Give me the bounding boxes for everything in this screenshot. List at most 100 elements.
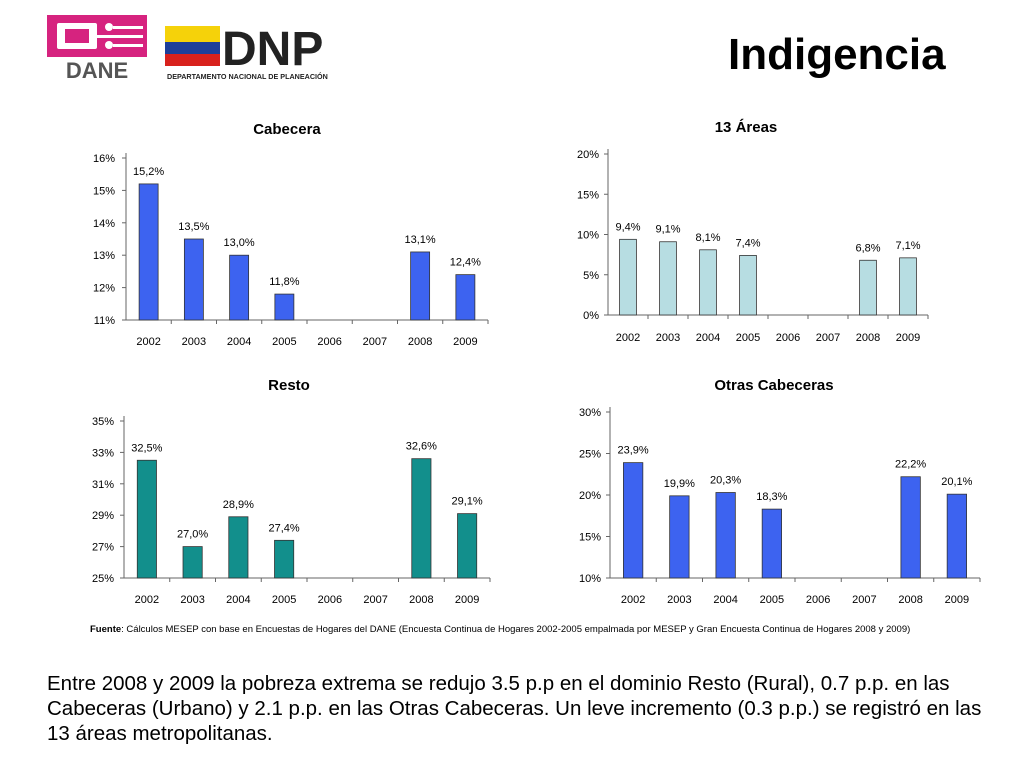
bar	[138, 183, 159, 321]
y-tick-label: 25%	[579, 449, 601, 461]
data-label: 23,9%	[618, 445, 649, 457]
x-tick-label: 2002	[136, 336, 160, 348]
x-tick-label: 2004	[226, 594, 250, 606]
x-tick-label: 2004	[713, 594, 737, 606]
bar	[659, 241, 677, 316]
y-tick-label: 10%	[577, 230, 599, 242]
data-label: 13,5%	[178, 221, 209, 233]
data-label: 7,1%	[895, 240, 920, 252]
x-tick-label: 2006	[318, 594, 342, 606]
chart-otras-cabeceras-svg: Otras Cabeceras 10% 15% 20% 25% 30% 2002 23,9% 2…	[579, 377, 981, 606]
bar	[859, 259, 877, 316]
y-tick-label: 15%	[577, 189, 599, 201]
data-label: 27,0%	[177, 529, 208, 541]
data-label: 19,9%	[664, 478, 695, 490]
bar	[228, 516, 249, 579]
chart-13-areas: 13 Áreas 0% 5% 10% 15% 20% 2002 9,4% 2003 9,1% 200…	[550, 112, 950, 357]
x-tick-label: 2007	[363, 336, 387, 348]
y-tick-label: 35%	[92, 416, 114, 428]
x-tick-label: 2007	[852, 594, 876, 606]
y-tick-label: 20%	[577, 149, 599, 161]
bar	[183, 238, 204, 321]
bar	[455, 274, 476, 321]
summary-text: Entre 2008 y 2009 la pobreza extrema se …	[47, 672, 982, 745]
x-tick-label: 2009	[945, 594, 969, 606]
y-tick-label: 14%	[93, 218, 115, 230]
x-tick-label: 2009	[453, 336, 477, 348]
x-tick-label: 2005	[272, 594, 296, 606]
data-label: 11,8%	[269, 276, 300, 288]
bar	[623, 462, 644, 579]
bar	[182, 546, 203, 579]
chart-cabecera-svg: Cabecera 11% 12% 13% 14% 15% 16% 2002 15,2% 2003 1…	[93, 121, 489, 348]
chart-title: Cabecera	[253, 121, 321, 138]
x-tick-label: 2004	[227, 336, 251, 348]
data-label: 32,6%	[406, 441, 437, 453]
bar	[900, 476, 921, 579]
bar	[739, 255, 757, 316]
bar	[457, 513, 478, 579]
bar	[946, 493, 967, 579]
data-label: 9,1%	[655, 224, 680, 236]
x-tick-label: 2009	[455, 594, 479, 606]
x-tick-label: 2002	[621, 594, 645, 606]
bar	[229, 254, 250, 321]
x-tick-label: 2003	[667, 594, 691, 606]
bar	[274, 539, 295, 579]
chart-13-areas-svg: 13 Áreas 0% 5% 10% 15% 20% 2002 9,4% 2003 9,1% 200…	[577, 119, 929, 344]
bar	[410, 251, 431, 321]
y-tick-label: 33%	[92, 447, 114, 459]
y-tick-label: 12%	[93, 283, 115, 295]
bar	[761, 508, 782, 579]
y-tick-label: 10%	[579, 573, 601, 585]
x-tick-label: 2005	[272, 336, 296, 348]
data-label: 20,1%	[941, 476, 972, 488]
dnp-logo: DNP DEPARTAMENTO NACIONAL DE PLANEACIÓN	[165, 22, 360, 84]
y-tick-label: 29%	[92, 510, 114, 522]
x-tick-label: 2006	[776, 332, 800, 344]
bar	[411, 458, 432, 579]
x-tick-label: 2008	[409, 594, 433, 606]
bar	[619, 238, 637, 316]
svg-text:DNP: DNP	[222, 23, 323, 76]
chart-cabecera: Cabecera 11% 12% 13% 14% 15% 16% 2002 15,2% 2003 1…	[60, 112, 500, 362]
x-tick-label: 2008	[856, 332, 880, 344]
bar	[699, 249, 717, 316]
y-tick-label: 5%	[583, 270, 599, 282]
x-tick-label: 2009	[896, 332, 920, 344]
bar	[899, 257, 917, 316]
data-label: 13,1%	[405, 234, 436, 246]
x-tick-label: 2008	[898, 594, 922, 606]
data-label: 13,0%	[224, 237, 255, 249]
dane-logo: DANE	[47, 15, 147, 83]
x-tick-label: 2006	[317, 336, 341, 348]
x-tick-label: 2005	[760, 594, 784, 606]
y-tick-label: 15%	[579, 532, 601, 544]
y-tick-label: 20%	[579, 490, 601, 502]
x-tick-label: 2006	[806, 594, 830, 606]
x-tick-label: 2007	[816, 332, 840, 344]
data-label: 18,3%	[756, 491, 787, 503]
y-tick-label: 25%	[92, 573, 114, 585]
svg-text:DANE: DANE	[66, 58, 128, 81]
x-tick-label: 2003	[656, 332, 680, 344]
y-tick-label: 27%	[92, 542, 114, 554]
x-tick-label: 2008	[408, 336, 432, 348]
x-tick-label: 2004	[696, 332, 720, 344]
chart-title: Otras Cabeceras	[714, 377, 833, 394]
chart-title: 13 Áreas	[715, 119, 778, 136]
bar	[669, 495, 690, 579]
x-tick-label: 2002	[616, 332, 640, 344]
data-label: 7,4%	[735, 237, 760, 249]
data-label: 32,5%	[131, 442, 162, 454]
data-label: 12,4%	[450, 257, 481, 269]
data-label: 6,8%	[855, 242, 880, 254]
data-label: 8,1%	[695, 232, 720, 244]
chart-resto: Resto 25% 27% 29% 31% 33% 35% 2002 32,5% 2003 27,0…	[60, 370, 500, 615]
y-tick-label: 16%	[93, 153, 115, 165]
data-label: 15,2%	[133, 166, 164, 178]
page-title: Indigencia	[728, 30, 946, 79]
chart-otras-cabeceras: Otras Cabeceras 10% 15% 20% 25% 30% 2002 23,9% 2…	[550, 370, 1010, 615]
chart-title: Resto	[268, 377, 310, 394]
x-tick-label: 2003	[180, 594, 204, 606]
